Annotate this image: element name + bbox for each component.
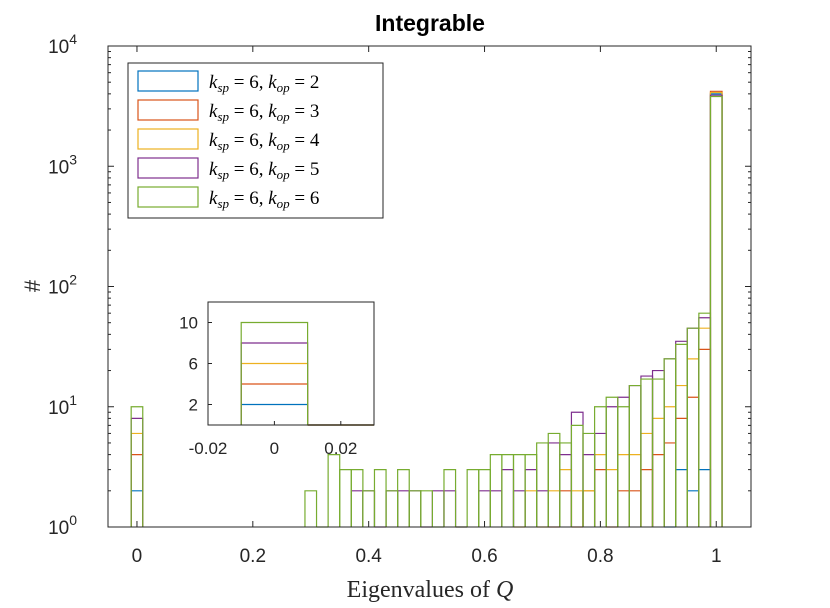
inset-y-tick-label: 10 (179, 314, 198, 333)
legend-swatch (137, 128, 199, 150)
x-axis-label-symbol: Q (496, 577, 513, 603)
x-axis: 0 0.2 0.4 0.6 0.8 1 (132, 46, 722, 567)
legend-item: ksp = 6, kop = 4 (137, 128, 320, 153)
legend-swatch (137, 99, 199, 121)
legend-label: ksp = 6, kop = 6 (209, 188, 319, 211)
legend-item: ksp = 6, kop = 3 (137, 99, 319, 124)
x-tick-label: 1 (711, 546, 722, 567)
x-tick-label: 0.4 (355, 546, 382, 567)
legend-item: ksp = 6, kop = 6 (137, 186, 319, 211)
x-tick-label: 0.6 (471, 546, 497, 567)
y-tick-label: 103 (48, 151, 77, 178)
inset-y-tick-label: 2 (189, 396, 198, 415)
inset-plot: -0.02 0 0.02 2 6 10 (179, 301, 375, 458)
legend: ksp = 6, kop = 2 ksp = 6, kop = 3 ksp = 6,… (127, 62, 384, 219)
inset-x-tick-label: 0.02 (324, 439, 357, 458)
legend-swatch (137, 157, 199, 179)
x-axis-label: Eigenvalues of Q (347, 577, 514, 603)
y-tick-label: 100 (48, 512, 77, 539)
series-5-bar-14 (443, 469, 457, 527)
legend-item: ksp = 6, kop = 5 (137, 157, 319, 182)
legend-swatch (137, 70, 199, 92)
x-axis-label-text: Eigenvalues of (347, 577, 496, 603)
x-tick-label: 0.8 (587, 546, 613, 567)
chart-title: Integrable (375, 10, 485, 36)
legend-label: ksp = 6, kop = 2 (209, 72, 319, 95)
y-tick-label: 104 (48, 31, 77, 58)
x-tick-label: 0 (132, 546, 143, 567)
series-5-bar-1 (130, 406, 144, 527)
y-axis-label: # (20, 279, 45, 292)
y-tick-label: 102 (48, 272, 77, 299)
series-5-bar-37 (709, 95, 723, 527)
series-5-bar-2 (304, 490, 318, 527)
legend-label: ksp = 6, kop = 3 (209, 101, 319, 124)
legend-label: ksp = 6, kop = 5 (209, 159, 319, 182)
inset-series-5-bar-1 (240, 321, 309, 425)
legend-swatch (137, 186, 199, 208)
series-5-bar-12 (420, 490, 433, 527)
legend-label: ksp = 6, kop = 4 (209, 130, 320, 153)
series-5 (130, 95, 723, 528)
histogram-series (130, 90, 723, 528)
inset-x-tick-label: -0.02 (189, 439, 228, 458)
x-tick-label: 0.2 (240, 546, 266, 567)
inset-x-tick-label: 0 (270, 439, 279, 458)
y-tick-label: 101 (48, 392, 77, 419)
inset-y-tick-label: 6 (189, 355, 198, 374)
legend-item: ksp = 6, kop = 2 (137, 70, 319, 95)
